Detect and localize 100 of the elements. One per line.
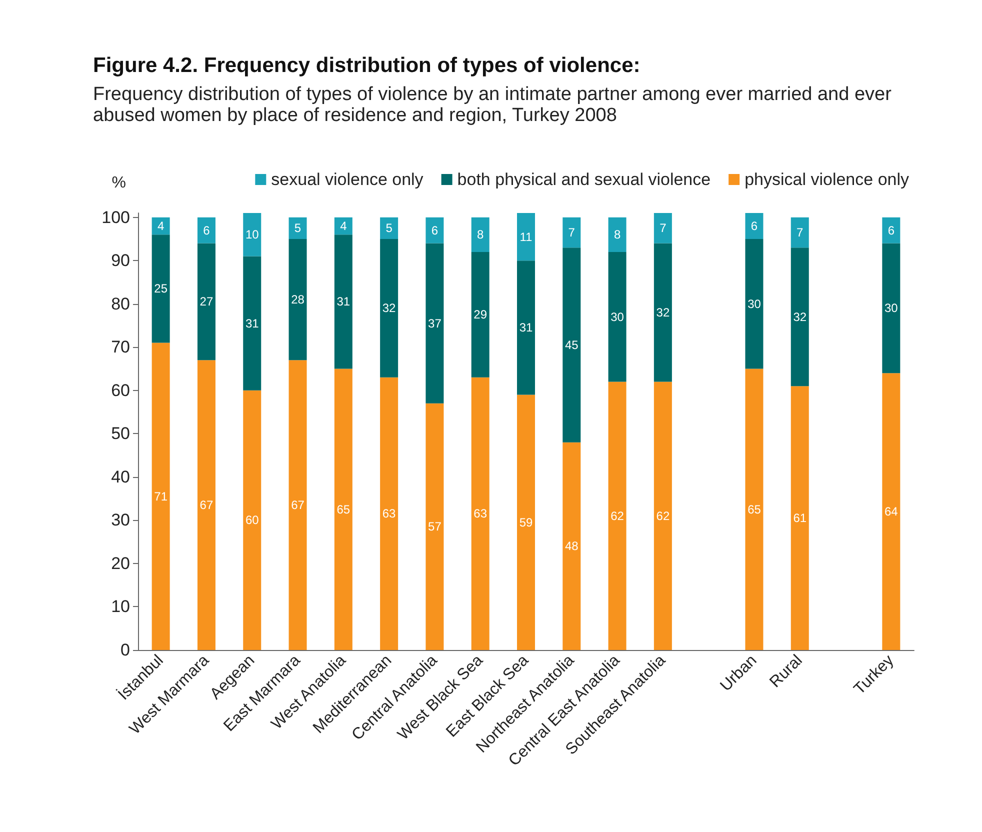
bar [471, 252, 490, 378]
data-label: 8 [614, 228, 621, 242]
bar [562, 248, 581, 442]
bar [517, 260, 535, 395]
bar [197, 243, 216, 360]
data-label: 7 [568, 225, 576, 240]
data-label: 6 [888, 223, 895, 238]
data-label: 6 [431, 223, 438, 238]
data-label: 25 [154, 282, 168, 296]
bar [380, 377, 398, 650]
y-tick-label: 10 [111, 597, 130, 616]
data-label: 71 [154, 489, 168, 504]
data-label: 31 [519, 320, 533, 335]
data-label: 60 [245, 513, 260, 528]
data-label: 7 [796, 225, 804, 240]
data-label: 6 [750, 218, 758, 233]
bar [426, 217, 444, 244]
bar [197, 217, 216, 244]
y-tick-label: 20 [111, 554, 130, 573]
data-label: 63 [474, 506, 488, 521]
data-label: 4 [340, 218, 348, 233]
y-tick-label: 0 [120, 640, 130, 660]
bar [654, 382, 672, 650]
bar [380, 238, 398, 378]
data-label: 31 [336, 294, 350, 309]
data-label: 27 [200, 294, 214, 309]
legend-label: physical violence only [744, 170, 910, 189]
bar [334, 368, 352, 650]
data-label: 57 [428, 520, 442, 534]
bar [654, 213, 672, 244]
bar [745, 238, 764, 369]
data-label: 8 [477, 228, 484, 242]
bar [882, 373, 900, 650]
bar [517, 213, 535, 261]
data-label: 45 [564, 338, 579, 352]
data-label: 29 [474, 308, 488, 322]
bar [882, 243, 900, 374]
data-label: 7 [660, 221, 667, 236]
data-label: 32 [793, 310, 807, 324]
data-label: 10 [245, 228, 260, 242]
bar [288, 238, 307, 360]
bar [654, 243, 672, 382]
bar [288, 360, 307, 650]
legend-label: sexual violence only [271, 170, 424, 189]
data-label: 5 [386, 221, 393, 236]
chart-subtitle: Frequency distribution of types of violence by an intimate partner among ever married and ever abused women by place of residence and region, Turkey 2008 [93, 84, 897, 126]
y-tick-label: 80 [111, 294, 130, 314]
data-label: 31 [245, 316, 260, 330]
y-axis-title: % [112, 174, 126, 192]
bar [608, 252, 626, 382]
data-label: 64 [884, 504, 898, 519]
bar [426, 243, 444, 404]
bar [608, 382, 626, 650]
data-label: 48 [564, 539, 579, 554]
data-label: 62 [656, 508, 670, 523]
bar [243, 256, 262, 390]
chart-title: Figure 4.2. Frequency distribution of types of violence: [93, 54, 640, 77]
bar [243, 213, 262, 256]
bar [380, 217, 398, 239]
bar [152, 342, 170, 650]
bar [288, 217, 307, 239]
y-tick-label: 30 [111, 510, 130, 530]
data-label: 32 [656, 306, 670, 320]
bar [517, 394, 535, 650]
data-label: 37 [428, 316, 442, 330]
data-label: 32 [382, 301, 396, 316]
data-label: 30 [884, 301, 898, 316]
data-label: 30 [610, 310, 624, 324]
legend-label: both physical and sexual violence [457, 170, 711, 189]
data-label: 65 [748, 502, 762, 516]
data-label: 4 [157, 218, 164, 233]
bar [790, 248, 809, 386]
bar [471, 377, 490, 650]
bar [745, 368, 764, 650]
data-label: 65 [336, 502, 350, 516]
data-label: 62 [610, 508, 624, 523]
y-tick-label: 40 [111, 467, 130, 486]
bar [426, 403, 444, 650]
bar [790, 386, 809, 650]
bar [608, 217, 626, 252]
bar [745, 213, 764, 239]
bar [790, 217, 809, 248]
bar [243, 390, 262, 650]
data-label: 5 [294, 221, 302, 236]
bar [882, 217, 900, 244]
data-label: 67 [200, 498, 214, 512]
y-tick-label: 60 [111, 380, 130, 400]
data-label: 61 [793, 511, 807, 526]
y-tick-label: 90 [111, 251, 130, 270]
y-tick-label: 100 [102, 208, 130, 227]
data-label: 11 [520, 230, 533, 244]
y-tick-label: 50 [111, 424, 130, 444]
data-label: 6 [203, 223, 210, 238]
y-tick-label: 70 [111, 338, 130, 357]
data-label: 28 [291, 292, 305, 307]
bar [334, 234, 352, 369]
bar [562, 442, 581, 650]
data-label: 30 [748, 296, 762, 311]
bar [562, 217, 581, 248]
bar [152, 234, 170, 343]
